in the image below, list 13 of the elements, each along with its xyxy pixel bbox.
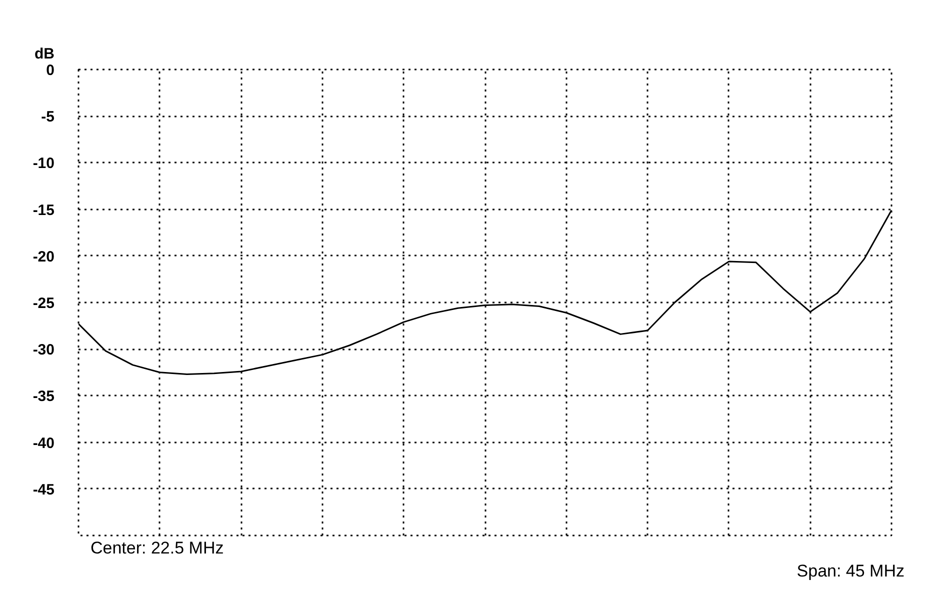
- y-tick-label: -10: [32, 155, 55, 172]
- y-tick-label: -25: [32, 295, 55, 312]
- y-tick-label: -5: [41, 108, 55, 126]
- y-tick-label: -15: [32, 202, 55, 219]
- y-tick-label: -30: [32, 342, 55, 359]
- y-tick-label: -20: [32, 248, 55, 266]
- y-axis-title: dB: [34, 46, 55, 62]
- y-tick-label: -45: [32, 481, 55, 498]
- y-tick-label: 0: [46, 62, 54, 79]
- y-tick-label: -35: [32, 388, 55, 406]
- y-tick-label: -40: [32, 434, 55, 452]
- text: Center: 22.5 MHz: [90, 538, 224, 558]
- text: Span: 45 MHz: [796, 562, 905, 580]
